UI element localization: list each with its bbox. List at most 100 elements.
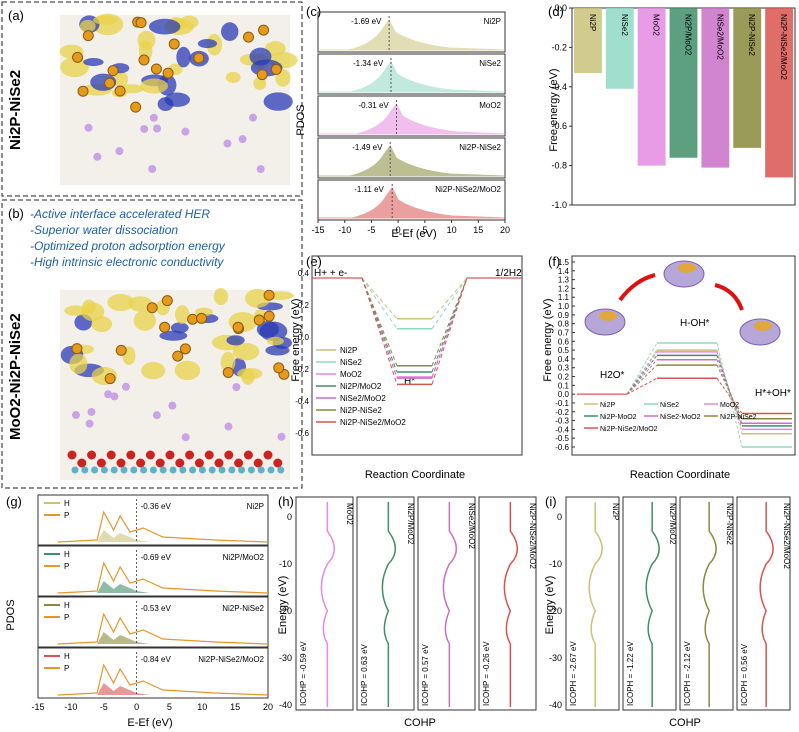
- charge-density-blob: [140, 78, 168, 94]
- atom-o: [155, 458, 165, 468]
- atom-ni: [256, 69, 268, 81]
- h-cohp-curve: [442, 502, 458, 707]
- d-ytick-label: -0.2: [551, 42, 567, 52]
- g-legend-h: H: [64, 550, 70, 559]
- g-series-name: Ni2P-NiSe2: [222, 604, 264, 613]
- panel-e-label: (e): [306, 254, 322, 269]
- c-xtick-label: 5: [422, 225, 427, 235]
- g-series-name: Ni2P/MoO2: [223, 553, 265, 562]
- g-xtick-label: -10: [64, 702, 77, 712]
- atom-o: [96, 458, 106, 468]
- d-bar: [733, 8, 762, 148]
- f-ytick-label: -0.4: [555, 425, 569, 434]
- atom-o: [136, 458, 146, 468]
- d-bar: [605, 8, 634, 89]
- charge-density-blob: [226, 335, 245, 346]
- f-structure-adsorbate: [754, 321, 772, 331]
- f-xlabel: Reaction Coordinate: [630, 469, 730, 481]
- f-ytick-label: 0.4: [558, 355, 570, 364]
- charge-density-blob: [175, 305, 190, 325]
- atom-se: [248, 113, 257, 122]
- atom-ni: [138, 54, 150, 66]
- f-legend-text: Ni2P-NiSe2/MoO2: [600, 426, 658, 433]
- g-p-line: [57, 510, 269, 543]
- f-dash-in: [626, 364, 658, 395]
- h-series-name: Ni2P-NiSe2/MoO2: [528, 503, 537, 569]
- atom-mo: [81, 466, 89, 474]
- atom-ni: [179, 343, 191, 355]
- atom-ni: [196, 312, 208, 324]
- e-dash-in: [361, 277, 398, 329]
- d-bar: [765, 8, 793, 178]
- atom-se: [153, 124, 162, 133]
- bullet-2: -Superior water dissociation: [30, 223, 178, 237]
- c-xtick-label: 20: [500, 225, 510, 235]
- f-ytick-label: 1.0: [558, 302, 570, 311]
- c-xtick-label: -5: [367, 225, 375, 235]
- g-h-area: [97, 683, 150, 695]
- h-series-name: Ni2P/MoO2: [406, 503, 415, 545]
- d-bar-label: Ni2P-NiSe2/MoO2: [779, 14, 788, 80]
- f-ytick-label: 1.1: [558, 293, 570, 302]
- f-ytick-label: 0.2: [558, 373, 570, 382]
- atom-ni: [71, 343, 83, 355]
- d-ytick-label: -1.0: [551, 200, 567, 210]
- c-series-name: Ni2P-NiSe2/MoO2: [435, 185, 501, 194]
- h-column-frame: [478, 496, 537, 711]
- e-dash-out: [431, 277, 468, 329]
- atom-se: [168, 401, 177, 410]
- atom-o: [67, 450, 77, 460]
- atom-o: [204, 450, 214, 460]
- charge-density-blob: [232, 343, 260, 361]
- charge-density-blob: [81, 302, 105, 322]
- g-row-frame: [37, 647, 269, 699]
- i-icohp-label: ICOPH = -1.22 eV: [626, 641, 635, 706]
- h-ytick-label: -30: [279, 653, 292, 663]
- e-dash-out: [431, 277, 468, 320]
- charge-density-blob: [137, 30, 156, 50]
- atom-ni: [270, 63, 282, 75]
- c-pdos-area: [318, 187, 506, 219]
- atom-mo: [189, 466, 197, 474]
- e-right-label: 1/2H2: [495, 268, 522, 279]
- c-pdos-area: [318, 103, 506, 135]
- f-legend-text: NiSe2-MoO2: [660, 414, 701, 421]
- e-dash-in: [361, 277, 398, 320]
- h-column-frame: [295, 496, 354, 711]
- g-series-name: Ni2P: [247, 502, 264, 511]
- atom-mo: [218, 466, 226, 474]
- h-cohp-curve: [503, 502, 519, 707]
- c-center-label: -1.49 eV: [352, 143, 383, 152]
- c-row-frame: [317, 95, 506, 137]
- g-legend-h: H: [64, 499, 70, 508]
- f-label-hoh-end: H*+OH*: [755, 388, 791, 399]
- charge-density-blob: [221, 22, 239, 41]
- charge-density-blob: [220, 351, 236, 373]
- g-xtick-label: 0: [134, 702, 139, 712]
- c-series-name: Ni2P-NiSe2: [459, 143, 501, 152]
- f-structure-adsorbate: [599, 311, 617, 321]
- atom-mo: [159, 466, 167, 474]
- atom-ni: [135, 17, 147, 29]
- f-dash-out: [716, 349, 743, 434]
- h-icohp-label: ICOHP = 0.63 eV: [360, 643, 369, 706]
- g-legend-h: H: [64, 652, 70, 661]
- atom-mo: [267, 466, 275, 474]
- charge-density-blob: [263, 92, 293, 111]
- panel-a-label: (a): [8, 8, 24, 23]
- charge-density-blob: [93, 15, 118, 25]
- c-row-frame: [317, 11, 506, 53]
- atom-o: [145, 450, 155, 460]
- f-ytick-label: 0.8: [558, 320, 570, 329]
- e-legend-text: Ni2P: [340, 346, 357, 355]
- f-dash-in: [626, 351, 658, 395]
- panel-a-frame: [1, 1, 303, 197]
- atom-ni: [273, 362, 285, 374]
- f-ytick-label: -0.3: [555, 417, 569, 426]
- g-legend-p: P: [64, 511, 69, 520]
- atom-se: [152, 411, 161, 420]
- atom-mo: [71, 466, 79, 474]
- charge-density-blob: [241, 369, 255, 385]
- e-ytick-label: 0.0: [298, 333, 310, 342]
- h-cohp-curve: [381, 502, 397, 707]
